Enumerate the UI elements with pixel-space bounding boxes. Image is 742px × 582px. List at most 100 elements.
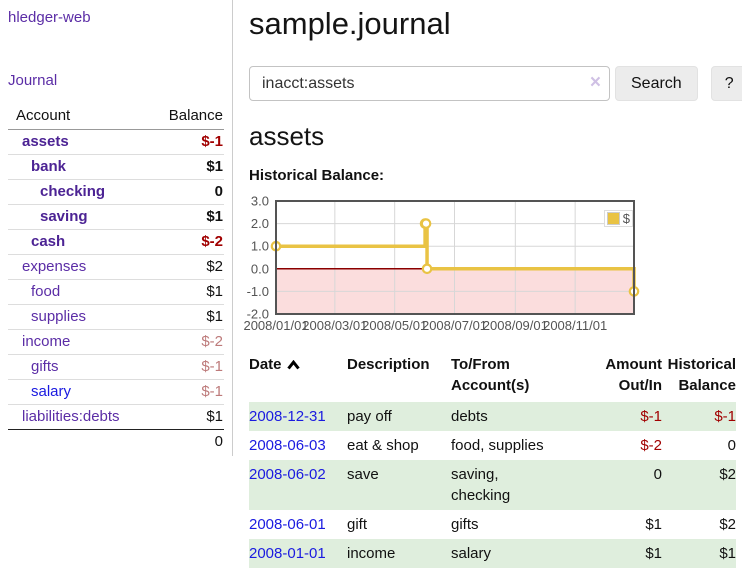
register-row: 2008-06-02 save saving, checking 0 $2 — [249, 460, 736, 510]
sidebar: hledger-web Journal Account Balance asse… — [0, 0, 233, 456]
account-link[interactable]: liabilities:debts — [22, 408, 120, 425]
account-row: gifts $-1 — [8, 354, 224, 380]
account-row: saving $1 — [8, 204, 224, 230]
app-layout: hledger-web Journal Account Balance asse… — [0, 0, 742, 568]
account-balance: $-1 — [201, 133, 223, 150]
sidebar-nav: Journal — [8, 72, 224, 89]
transaction-amount: 0 — [653, 466, 662, 483]
register-row: 2008-12-31 pay off debts $-1 $-1 — [249, 402, 736, 431]
transaction-amount: $1 — [645, 516, 662, 533]
account-link[interactable]: salary — [31, 383, 72, 400]
account-title: assets — [249, 121, 325, 151]
balance-chart: 3.0 2.0 1.0 0.0 -1.0 -2.0 2008/01/01 2008/03/01… — [243, 193, 669, 335]
account-link[interactable]: cash — [31, 233, 66, 250]
account-row: food $1 — [8, 279, 224, 305]
transaction-accounts: food, supplies — [451, 437, 544, 454]
svg-text:2008/01/01: 2008/01/01 — [243, 318, 308, 333]
app-title: hledger-web — [8, 9, 224, 26]
svg-text:3.0: 3.0 — [251, 194, 269, 209]
svg-text:2.0: 2.0 — [251, 216, 269, 231]
account-balance: $-2 — [145, 229, 224, 255]
transaction-amount: $1 — [645, 545, 662, 562]
account-row: expenses $2 — [8, 254, 224, 280]
account-row: supplies $1 — [8, 304, 224, 330]
transaction-date-link[interactable]: 2008-06-01 — [249, 516, 326, 533]
svg-text:1.0: 1.0 — [251, 239, 269, 254]
transaction-accounts: saving, checking — [451, 466, 511, 504]
help-button[interactable]: ? — [710, 66, 742, 101]
page-title: sample.journal — [249, 6, 451, 41]
transaction-date-link[interactable]: 2008-06-03 — [249, 437, 326, 454]
legend-label: $ — [622, 211, 630, 226]
svg-text:-1.0: -1.0 — [247, 284, 269, 299]
account-link[interactable]: expenses — [22, 258, 87, 275]
account-link[interactable]: bank — [31, 158, 67, 175]
transaction-balance: $1 — [719, 545, 736, 562]
account-link[interactable]: gifts — [31, 358, 59, 375]
account-link[interactable]: assets — [22, 133, 69, 150]
search-box: × — [249, 66, 610, 101]
register-row: 2008-06-03 eat & shop food, supplies $-2 0 — [249, 431, 736, 460]
transaction-description: pay off — [347, 408, 392, 425]
chart-legend: $ — [603, 210, 633, 227]
transaction-amount: $-2 — [640, 437, 662, 454]
account-row: liabilities:debts $1 — [8, 404, 224, 430]
search-button[interactable]: Search — [615, 66, 698, 101]
account-link[interactable]: checking — [40, 183, 106, 200]
transaction-amount: $-1 — [640, 408, 662, 425]
account-link[interactable]: income — [22, 333, 71, 350]
account-link[interactable]: saving — [40, 208, 88, 225]
legend-swatch-icon — [606, 212, 620, 225]
svg-text:2008/09/01: 2008/09/01 — [483, 318, 548, 333]
register-row: 2008-01-01 income salary $1 $1 — [249, 539, 736, 568]
transaction-balance: $2 — [719, 516, 736, 533]
accounts-total-row: 0 — [8, 429, 224, 454]
accounts-column-header: To/From Account(s) — [451, 356, 530, 394]
sidebar-item-journal[interactable]: Journal — [8, 72, 58, 89]
account-row: bank $1 — [8, 154, 224, 180]
account-row: cash $-2 — [8, 229, 224, 255]
transaction-accounts: salary — [451, 545, 492, 562]
account-column-header: Account — [8, 105, 146, 130]
amount-column-header: Amount Out/In — [605, 356, 662, 394]
sort-ascending-icon — [286, 360, 300, 370]
svg-text:0.0: 0.0 — [251, 261, 269, 276]
account-balance: $-2 — [145, 329, 224, 355]
transaction-date-link[interactable]: 2008-01-01 — [249, 545, 326, 562]
balance-column-header: Balance — [145, 105, 224, 130]
svg-text:2008/11/01: 2008/11/01 — [543, 318, 607, 333]
svg-text:2008/05/01: 2008/05/01 — [362, 318, 427, 333]
transaction-date-link[interactable]: 2008-06-02 — [249, 466, 326, 483]
account-balance: $1 — [145, 279, 224, 305]
description-column-header: Description — [347, 356, 430, 373]
account-row: assets $-1 — [8, 130, 224, 155]
account-link[interactable]: food — [31, 283, 61, 300]
clear-search-icon[interactable]: × — [589, 72, 601, 93]
svg-text:-2.0: -2.0 — [247, 307, 269, 322]
search-input[interactable] — [249, 66, 610, 101]
transaction-description: save — [347, 466, 379, 483]
transaction-description: gift — [347, 516, 368, 533]
register-row: 2008-06-01 gift gifts $1 $2 — [249, 510, 736, 539]
transaction-date-link[interactable]: 2008-12-31 — [249, 408, 326, 425]
main-content: sample.journal × Search ? assets Histori… — [233, 0, 742, 568]
app-title-link[interactable]: hledger-web — [8, 9, 91, 26]
transaction-accounts: gifts — [451, 516, 479, 533]
accounts-balance-table: Account Balance assets $-1 bank $1 checking 0… — [8, 105, 224, 454]
accounts-total-value: 0 — [145, 429, 224, 454]
account-link[interactable]: supplies — [31, 308, 87, 325]
transaction-description: income — [347, 545, 396, 562]
date-column-header[interactable]: Date — [249, 352, 347, 402]
transaction-accounts: debts — [451, 408, 488, 425]
account-balance: $1 — [145, 404, 224, 430]
account-balance: $-1 — [145, 354, 224, 380]
account-row: salary $-1 — [8, 379, 224, 405]
register-header-row: Date Description To/From Account(s) Amou… — [249, 352, 736, 402]
svg-text:2008/03/01: 2008/03/01 — [302, 318, 367, 333]
account-balance: $1 — [145, 204, 224, 230]
search-form: × Search ? — [249, 66, 742, 101]
transaction-description: eat & shop — [347, 437, 419, 454]
register-table: Date Description To/From Account(s) Amou… — [249, 352, 736, 568]
account-row: income $-2 — [8, 329, 224, 355]
svg-text:2008/07/01: 2008/07/01 — [422, 318, 487, 333]
